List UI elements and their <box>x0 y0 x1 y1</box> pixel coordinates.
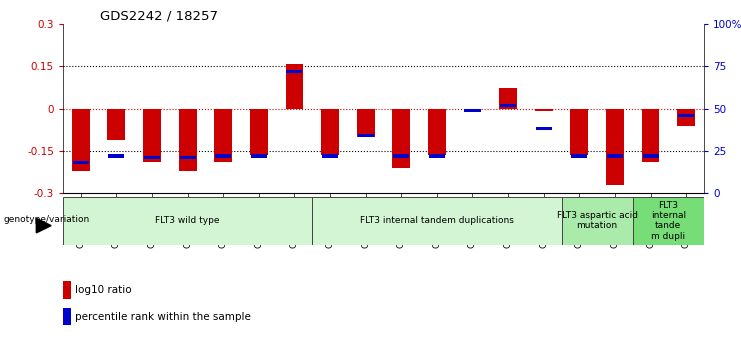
Bar <box>499 88 517 109</box>
Bar <box>607 155 623 158</box>
Bar <box>633 197 704 245</box>
Bar <box>606 109 624 185</box>
Bar <box>179 156 196 159</box>
Bar <box>143 109 161 162</box>
Bar <box>73 161 89 164</box>
Bar <box>321 109 339 155</box>
Bar <box>536 127 552 130</box>
Bar <box>678 114 694 117</box>
Bar <box>642 155 659 158</box>
Bar <box>393 109 411 168</box>
Bar <box>464 109 482 111</box>
Text: genotype/variation: genotype/variation <box>4 215 90 224</box>
Bar <box>72 109 90 171</box>
Title: GDS2242 / 18257: GDS2242 / 18257 <box>100 10 218 23</box>
Text: FLT3 wild type: FLT3 wild type <box>156 216 220 225</box>
Bar <box>428 109 446 155</box>
Bar <box>63 197 312 245</box>
Bar <box>144 156 160 159</box>
Bar <box>429 155 445 158</box>
Bar <box>571 109 588 155</box>
Bar <box>500 104 516 107</box>
Bar <box>312 197 562 245</box>
Bar <box>250 155 267 158</box>
Bar <box>322 155 338 158</box>
Text: FLT3 aspartic acid
mutation: FLT3 aspartic acid mutation <box>556 211 637 230</box>
Bar <box>250 109 268 155</box>
Bar <box>393 155 409 158</box>
Bar <box>215 155 231 158</box>
Polygon shape <box>36 218 51 233</box>
Text: FLT3
internal
tande
m dupli: FLT3 internal tande m dupli <box>651 201 686 241</box>
Bar <box>285 63 303 109</box>
Bar <box>677 109 695 126</box>
Bar <box>63 308 71 325</box>
Bar <box>562 197 633 245</box>
Bar <box>535 109 553 111</box>
Bar <box>642 109 659 162</box>
Bar <box>63 281 71 299</box>
Bar <box>107 109 125 140</box>
Text: FLT3 internal tandem duplications: FLT3 internal tandem duplications <box>360 216 514 225</box>
Bar <box>465 109 480 112</box>
Bar <box>571 155 588 158</box>
Bar <box>179 109 196 171</box>
Bar <box>108 155 124 158</box>
Bar <box>358 134 373 137</box>
Bar <box>214 109 232 162</box>
Bar <box>287 70 302 73</box>
Bar <box>356 109 374 137</box>
Text: log10 ratio: log10 ratio <box>76 285 132 295</box>
Text: percentile rank within the sample: percentile rank within the sample <box>76 312 251 322</box>
